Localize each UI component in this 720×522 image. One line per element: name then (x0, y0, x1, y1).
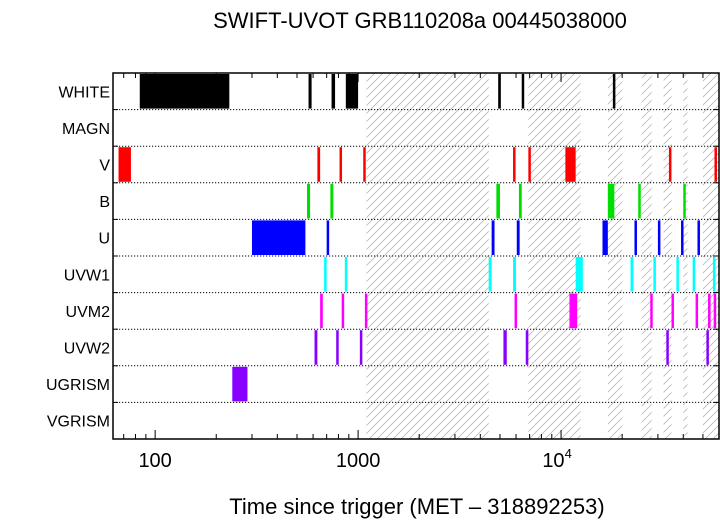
exposure-bar-u-5 (634, 220, 637, 255)
exposure-bar-uvw1-5 (630, 257, 634, 292)
row-separators (113, 109, 719, 403)
exposure-bar-v-7 (668, 147, 672, 182)
exposure-bar-white-3 (345, 74, 359, 109)
row-label-v: V (99, 158, 110, 175)
exposure-bar-uvw2-4 (525, 330, 529, 365)
exposure-bar-uvm2-5 (650, 293, 653, 329)
exposure-bar-uvw2-0 (314, 330, 318, 365)
exposure-bar-uvw2-6 (706, 330, 709, 365)
exposure-bar-uvw1-6 (653, 257, 656, 292)
row-label-vgrism: VGRISM (47, 414, 110, 431)
exposure-bar-uvm2-3 (514, 293, 518, 329)
exposure-bar-b-5 (638, 183, 641, 219)
x-tick-label-1000: 1000 (336, 450, 381, 472)
exposure-bar-uvw1-0 (324, 257, 327, 292)
exposure-bar-white-6 (612, 74, 616, 109)
exposure-bar-uvm2-2 (364, 293, 368, 329)
exposure-bar-white-0 (139, 74, 230, 109)
exposure-bar-u-0 (251, 220, 306, 255)
x-tick-label-10000: 104 (542, 446, 571, 472)
exposure-bar-uvw1-2 (488, 257, 492, 292)
exposure-bar-uvw1-7 (676, 257, 679, 292)
exposure-bar-b-6 (683, 183, 686, 219)
exposure-bar-ugrism-0 (232, 366, 248, 402)
exposure-bar-uvw2-5 (666, 330, 669, 365)
exposure-bar-v-4 (513, 147, 516, 182)
exposure-bar-v-1 (317, 147, 321, 182)
exposure-bar-v-2 (339, 147, 343, 182)
exposure-bar-uvm2-7 (695, 293, 699, 329)
exposure-bar-b-3 (518, 183, 522, 219)
exposure-bar-v-6 (565, 147, 576, 182)
row-labels: WHITE MAGN V B U UVW1 UVM2 UVW2 UGRISM VGRISM (46, 84, 110, 430)
row-label-magn: MAGN (62, 121, 110, 138)
exposure-bar-uvm2-0 (320, 293, 323, 329)
exposure-bar-b-1 (330, 183, 334, 219)
exposure-bar-b-2 (496, 183, 500, 219)
row-label-u: U (98, 231, 110, 248)
hatched-region-4 (663, 73, 672, 439)
exposure-bar-uvw1-1 (344, 257, 348, 292)
row-label-ugrism: UGRISM (46, 377, 110, 394)
row-label-uvw1: UVW1 (64, 267, 110, 284)
exposure-bar-b-4 (607, 183, 615, 219)
exposure-bar-white-4 (498, 74, 501, 109)
exposure-bar-v-0 (118, 147, 131, 182)
exposure-bar-uvm2-9 (713, 293, 717, 329)
x-tick-label-exponent: 4 (565, 446, 572, 461)
exposure-bar-uvw2-2 (359, 330, 363, 365)
exposure-bar-u-8 (697, 220, 700, 255)
exposure-bar-uvw1-3 (513, 257, 517, 292)
exposure-bar-uvw2-1 (336, 330, 339, 365)
exposure-bar-v-8 (714, 147, 717, 182)
exposure-bar-u-2 (491, 220, 495, 255)
exposure-bar-uvw1-8 (692, 257, 696, 292)
exposure-bar-u-3 (516, 220, 520, 255)
row-label-b: B (99, 194, 110, 211)
exposure-bar-uvw1-9 (712, 257, 716, 292)
hatched-region-5 (683, 73, 688, 439)
exposure-bar-uvm2-8 (708, 293, 711, 329)
exposure-bar-white-2 (331, 74, 336, 109)
x-axis-label: Time since trigger (MET – 318892253) (229, 494, 604, 519)
hatched-region-3 (641, 73, 652, 439)
exposure-bar-v-3 (363, 147, 366, 182)
row-label-uvm2: UVM2 (66, 304, 111, 321)
x-tick-label-100: 100 (138, 450, 171, 472)
exposure-bar-u-6 (657, 220, 661, 255)
exposure-bar-u-7 (681, 220, 684, 255)
exposure-bar-u-1 (326, 220, 330, 255)
exposure-bar-uvw1-4 (575, 257, 583, 292)
row-label-uvw2: UVW2 (64, 341, 110, 358)
exposure-bar-uvm2-4 (569, 293, 578, 329)
exposure-bar-uvm2-1 (341, 293, 345, 329)
exposure-bar-white-5 (521, 74, 525, 109)
exposure-bar-b-0 (306, 183, 311, 219)
row-label-white: WHITE (58, 84, 110, 101)
exposure-bar-white-1 (308, 74, 312, 109)
exposure-bar-uvw2-3 (503, 330, 507, 365)
exposure-bar-uvm2-6 (671, 293, 674, 329)
exposure-bar-v-5 (528, 147, 531, 182)
exposure-bar-u-4 (602, 220, 608, 255)
chart-title: SWIFT-UVOT GRB110208a 00445038000 (213, 8, 627, 33)
